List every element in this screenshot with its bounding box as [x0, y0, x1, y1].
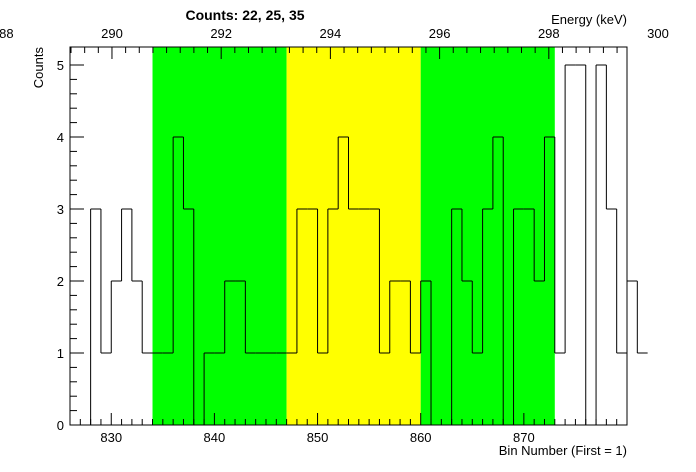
- y-tick-label: 2: [57, 274, 64, 289]
- highlight-regions: [152, 47, 555, 425]
- top-tick-label: 288: [0, 26, 14, 41]
- y-tick-label: 1: [57, 346, 64, 361]
- y-axis-title: Counts: [31, 47, 46, 89]
- histogram-series: [80, 64, 648, 426]
- highlight-region-3: [420, 47, 555, 425]
- x-tick-label: 870: [513, 430, 535, 445]
- y-tick-label: 4: [57, 130, 64, 145]
- x-axis-title: Bin Number (First = 1): [499, 443, 627, 458]
- x-tick-label: 850: [307, 430, 329, 445]
- y-tick-label: 3: [57, 202, 64, 217]
- top-tick-label: 294: [320, 26, 342, 41]
- y-tick-label: 0: [57, 418, 64, 433]
- highlight-region-2: [286, 47, 421, 425]
- x-tick-label: 840: [204, 430, 226, 445]
- chart-title: Counts: 22, 25, 35: [185, 7, 304, 23]
- top-axis-title: Energy (keV): [551, 12, 627, 27]
- y-tick-label: 5: [57, 58, 64, 73]
- highlight-region-1: [152, 47, 287, 425]
- y-axis-counts: 0 1 2 3 4 5: [57, 58, 84, 433]
- top-tick-label: 298: [538, 26, 560, 41]
- top-tick-label: 296: [429, 26, 451, 41]
- top-tick-label: 290: [101, 26, 123, 41]
- x-axis-bin-number: 830 840 850 860 870: [69, 413, 628, 445]
- x-tick-label: 860: [410, 430, 432, 445]
- x-tick-label: 830: [100, 430, 122, 445]
- top-tick-label: 292: [210, 26, 232, 41]
- top-tick-label: 300: [647, 26, 669, 41]
- top-axis-energy: 286288290292294296298300302304: [0, 26, 669, 59]
